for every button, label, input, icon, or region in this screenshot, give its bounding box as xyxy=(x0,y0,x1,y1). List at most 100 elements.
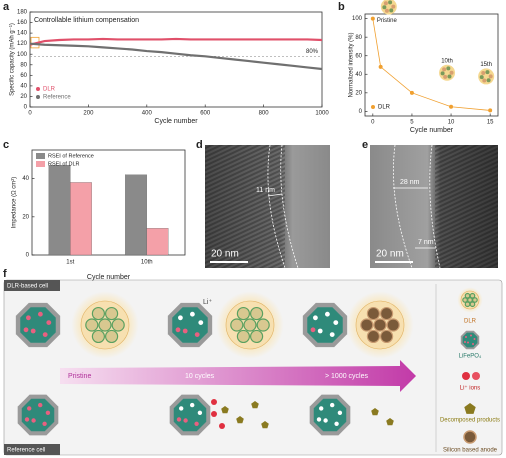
li-ion xyxy=(42,332,48,337)
icon-grain xyxy=(446,66,451,71)
vacancy xyxy=(330,402,335,408)
dlr-grain xyxy=(467,297,473,303)
silicon-particle xyxy=(366,329,380,344)
icon-grain xyxy=(384,8,389,13)
li-ion xyxy=(194,332,200,337)
dlr-grain xyxy=(256,318,270,332)
y-axis-label: Specific capacity (mAh g⁻¹) xyxy=(10,23,16,96)
li-ion xyxy=(45,410,51,415)
lattice-fringes xyxy=(205,145,285,268)
dlr-grain xyxy=(104,329,119,344)
lattice-fringes xyxy=(435,145,498,268)
icon-grain xyxy=(449,70,454,75)
decomposed-product xyxy=(236,416,244,424)
vacancy xyxy=(179,406,184,411)
lifepo4-core xyxy=(21,398,55,432)
legend-label: RSEI of Reference xyxy=(48,153,94,159)
legend-marker xyxy=(36,87,40,91)
dlr-grain xyxy=(85,318,99,332)
boundary xyxy=(267,144,299,269)
lifepo4-core xyxy=(462,332,478,348)
vacancy xyxy=(178,315,183,321)
panel-label: b xyxy=(338,1,345,13)
legend-label: RSEI of DLR xyxy=(48,161,80,167)
vacancy xyxy=(323,418,328,423)
li-ion xyxy=(183,418,188,423)
li-ion xyxy=(176,417,182,422)
scale-label: 20 nm xyxy=(376,249,404,260)
li-ion xyxy=(30,328,36,334)
li-ion xyxy=(182,328,188,334)
cathode-particle xyxy=(17,394,59,436)
annotation: 15th xyxy=(480,62,492,68)
li-ion xyxy=(473,338,476,340)
dlr-grain xyxy=(464,292,471,299)
data-point xyxy=(449,104,454,109)
data-line xyxy=(29,42,323,71)
legend-label: DLR xyxy=(378,105,391,111)
measure-line xyxy=(267,193,283,197)
decomposed-product xyxy=(261,421,269,429)
icon-grain xyxy=(388,0,393,5)
icon-grain xyxy=(383,1,388,6)
particle-icon xyxy=(380,0,397,15)
y-tick-label: 160 xyxy=(17,20,28,26)
y-tick-label: 180 xyxy=(17,10,28,16)
row-tag xyxy=(4,444,60,455)
dlr-grain xyxy=(243,318,257,332)
li-ion xyxy=(464,341,466,343)
vacancy xyxy=(337,410,343,415)
silicon-particle xyxy=(386,318,400,332)
annotation: Pristine xyxy=(377,18,398,24)
vacancy xyxy=(333,320,339,325)
icon-grain xyxy=(443,74,448,79)
data-point xyxy=(378,64,383,69)
threshold-label: 80% xyxy=(306,49,319,55)
bar xyxy=(48,165,71,256)
legend-label: Reference xyxy=(43,95,71,101)
dlr-grain xyxy=(469,301,476,308)
decomposed-product xyxy=(371,408,379,416)
li-ion xyxy=(219,423,225,429)
panel-label: c xyxy=(3,139,9,151)
dlr-grain xyxy=(250,329,264,344)
silicon-particle xyxy=(366,306,380,321)
li-ion xyxy=(470,334,472,337)
y-axis-label: Normalized intensity (%) xyxy=(349,32,355,97)
vacancy xyxy=(329,332,335,337)
legend-label: LiFePO₄ xyxy=(459,354,482,360)
y-tick-label: 0 xyxy=(359,109,363,115)
cathode-particle xyxy=(169,394,211,436)
progress-arrow xyxy=(60,360,416,392)
annotation: 10th xyxy=(441,58,453,64)
cathode-particle xyxy=(15,302,61,348)
y-tick-label: 120 xyxy=(17,41,28,47)
y-tick-label: 80 xyxy=(20,62,27,68)
data-point xyxy=(488,108,493,113)
y-tick-label: 20 xyxy=(20,94,27,100)
dlr-grain xyxy=(91,329,106,344)
li-ion xyxy=(38,311,43,317)
icon-grain xyxy=(488,74,493,79)
plot-frame xyxy=(364,13,499,117)
vacancy xyxy=(313,315,318,321)
dlr-grain xyxy=(462,297,468,303)
scale-label: 20 nm xyxy=(211,249,239,260)
y-tick-label: 0 xyxy=(24,105,28,111)
row-label: Reference cell xyxy=(7,448,45,454)
x-axis-label: Cycle number xyxy=(410,127,454,134)
legend-label: Decomposed products xyxy=(440,418,500,424)
y-tick-label: 40 xyxy=(22,176,29,182)
dlr-grain xyxy=(91,306,106,321)
vacancy xyxy=(190,311,195,317)
y-tick-label: 80 xyxy=(355,35,362,41)
ion-label: Li⁺ xyxy=(203,299,212,306)
dlr-grain xyxy=(236,329,250,344)
panel-label: a xyxy=(3,1,10,13)
icon-grain xyxy=(391,4,396,9)
x-axis-label: Cycle number xyxy=(154,118,198,125)
cathode-particle xyxy=(460,330,480,350)
dlr-grain xyxy=(98,318,112,332)
li-ion xyxy=(27,406,32,411)
